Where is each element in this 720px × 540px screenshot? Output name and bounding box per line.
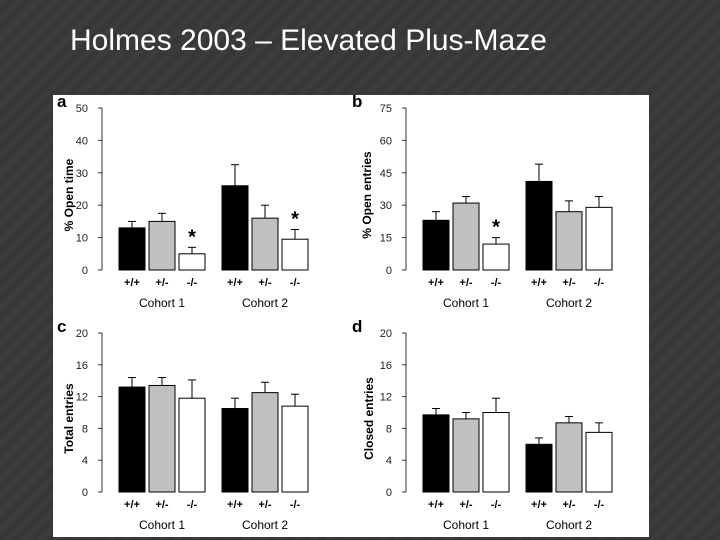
bar	[585, 431, 613, 493]
bar	[555, 211, 583, 271]
y-tick-label: 16	[380, 360, 392, 372]
x-tick-label: +/-	[562, 277, 575, 289]
panel-letter: c	[57, 317, 66, 336]
x-tick-label: -/-	[290, 499, 301, 511]
significance-star: *	[188, 226, 196, 248]
significance-star: *	[492, 217, 500, 239]
significance-star: *	[291, 209, 299, 231]
y-tick-label: 40	[76, 135, 88, 147]
y-tick-label: 20	[76, 328, 88, 340]
y-tick-label: 60	[380, 135, 392, 147]
group-label: Cohort 2	[242, 518, 288, 532]
y-tick-label: 16	[76, 360, 88, 372]
bar	[482, 243, 510, 271]
x-tick-label: +/+	[428, 499, 444, 511]
x-tick-label: +/+	[124, 277, 140, 289]
y-tick-label: 4	[82, 455, 88, 467]
group-label: Cohort 1	[443, 518, 489, 532]
y-tick-label: 30	[380, 200, 392, 212]
y-tick-label: 8	[386, 423, 392, 435]
group-label: Cohort 1	[139, 518, 185, 532]
panel-letter: d	[352, 317, 362, 336]
y-tick-label: 12	[76, 392, 88, 404]
x-tick-label: +/-	[258, 277, 271, 289]
x-tick-label: +/+	[227, 277, 243, 289]
x-tick-label: +/+	[531, 277, 547, 289]
bar	[422, 219, 450, 271]
bar	[585, 206, 613, 271]
y-tick-label: 30	[76, 168, 88, 180]
bar	[482, 412, 510, 493]
y-tick-label: 50	[76, 103, 88, 115]
x-tick-label: +/-	[155, 277, 168, 289]
x-tick-label: -/-	[290, 277, 301, 289]
panel-letter: a	[57, 95, 67, 111]
bar	[118, 227, 146, 271]
x-tick-label: -/-	[187, 499, 198, 511]
x-tick-label: +/+	[428, 277, 444, 289]
group-label: Cohort 2	[546, 296, 592, 310]
bar	[251, 392, 279, 493]
y-tick-label: 45	[380, 168, 392, 180]
bar	[281, 238, 309, 271]
bar	[148, 220, 176, 271]
y-tick-label: 10	[76, 233, 88, 245]
bar	[281, 405, 309, 493]
x-tick-label: -/-	[491, 277, 502, 289]
y-tick-label: 4	[386, 455, 392, 467]
y-tick-label: 75	[380, 103, 392, 115]
slide-title: Holmes 2003 – Elevated Plus-Maze	[70, 24, 547, 57]
bar	[251, 217, 279, 271]
x-tick-label: +/+	[227, 499, 243, 511]
y-tick-label: 0	[82, 487, 88, 499]
x-tick-label: +/-	[258, 499, 271, 511]
y-tick-label: 20	[380, 328, 392, 340]
x-tick-label: +/-	[459, 277, 472, 289]
bar	[525, 180, 553, 271]
y-tick-label: 20	[76, 200, 88, 212]
y-tick-label: 0	[82, 265, 88, 277]
group-label: Cohort 2	[546, 518, 592, 532]
y-axis-label: % Open entries	[360, 151, 374, 239]
bar	[525, 443, 553, 493]
y-axis-label: Closed entries	[362, 377, 376, 460]
bar	[148, 384, 176, 493]
y-tick-label: 0	[386, 487, 392, 499]
panel-letter: b	[352, 95, 362, 111]
bar	[178, 397, 206, 493]
x-tick-label: +/-	[459, 499, 472, 511]
bar	[452, 202, 480, 271]
group-label: Cohort 2	[242, 296, 288, 310]
x-tick-label: -/-	[187, 277, 198, 289]
x-tick-label: +/-	[155, 499, 168, 511]
bar	[422, 414, 450, 493]
y-tick-label: 8	[82, 423, 88, 435]
group-label: Cohort 1	[139, 296, 185, 310]
bar	[221, 185, 249, 271]
y-axis-label: % Open time	[62, 158, 76, 231]
bar	[118, 386, 146, 493]
bar	[452, 418, 480, 493]
x-tick-label: -/-	[594, 277, 605, 289]
y-tick-label: 0	[386, 265, 392, 277]
x-tick-label: -/-	[491, 499, 502, 511]
group-label: Cohort 1	[443, 296, 489, 310]
x-tick-label: +/-	[562, 499, 575, 511]
x-tick-label: +/+	[124, 499, 140, 511]
bar	[178, 253, 206, 271]
x-tick-label: +/+	[531, 499, 547, 511]
y-tick-label: 12	[380, 392, 392, 404]
figure-panel: a% Open time 0 10 20 30 40 50 +/+ +/- * -/- Cohort …	[53, 95, 649, 537]
bar	[555, 422, 583, 493]
y-axis-label: Total entries	[62, 383, 76, 454]
bar	[221, 408, 249, 493]
x-tick-label: -/-	[594, 499, 605, 511]
y-tick-label: 15	[380, 233, 392, 245]
